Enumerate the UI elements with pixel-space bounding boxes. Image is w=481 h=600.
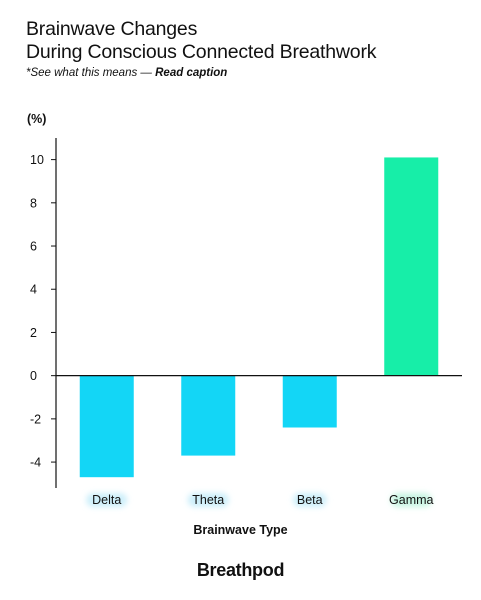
y-tick-label: 10	[30, 153, 44, 167]
x-tick-label-theta: Theta	[192, 493, 224, 507]
x-tick-highlight	[86, 493, 128, 507]
x-tick-highlight	[292, 493, 327, 507]
y-tick-label: 0	[30, 369, 37, 383]
y-tick-label: -2	[30, 412, 41, 426]
x-tick-label-delta: Delta	[92, 493, 121, 507]
chart-title-line-1: Brainwave Changes	[26, 18, 198, 40]
x-axis-label: Brainwave Type	[193, 523, 288, 537]
chart-title-line-2: During Conscious Connected Breathwork	[26, 41, 377, 63]
x-tick-highlight	[187, 493, 229, 507]
read-caption-link: Read caption	[155, 67, 228, 79]
y-tick-label: 6	[30, 240, 37, 254]
bar-delta	[79, 375, 134, 478]
y-tick-label: 8	[30, 196, 37, 210]
brand-logo: Breathpod	[196, 560, 285, 580]
y-axis-label: (%)	[27, 112, 47, 126]
y-tick-label: 4	[30, 283, 37, 297]
y-tick-label: 2	[30, 326, 37, 340]
chart-title: Brainwave Changes During Conscious Conne…	[26, 18, 376, 64]
x-tick-label-gamma: Gamma	[389, 493, 434, 507]
bar-theta	[181, 375, 236, 456]
y-tick-label: -4	[30, 456, 41, 470]
x-tick-highlight	[390, 493, 432, 507]
x-tick-label-beta: Beta	[297, 493, 323, 507]
subtitle-text: *See what this means —	[26, 67, 156, 79]
bar-gamma	[384, 157, 439, 376]
chart-subtitle: *See what this means — Read caption	[26, 67, 227, 79]
bar-beta	[282, 375, 337, 428]
